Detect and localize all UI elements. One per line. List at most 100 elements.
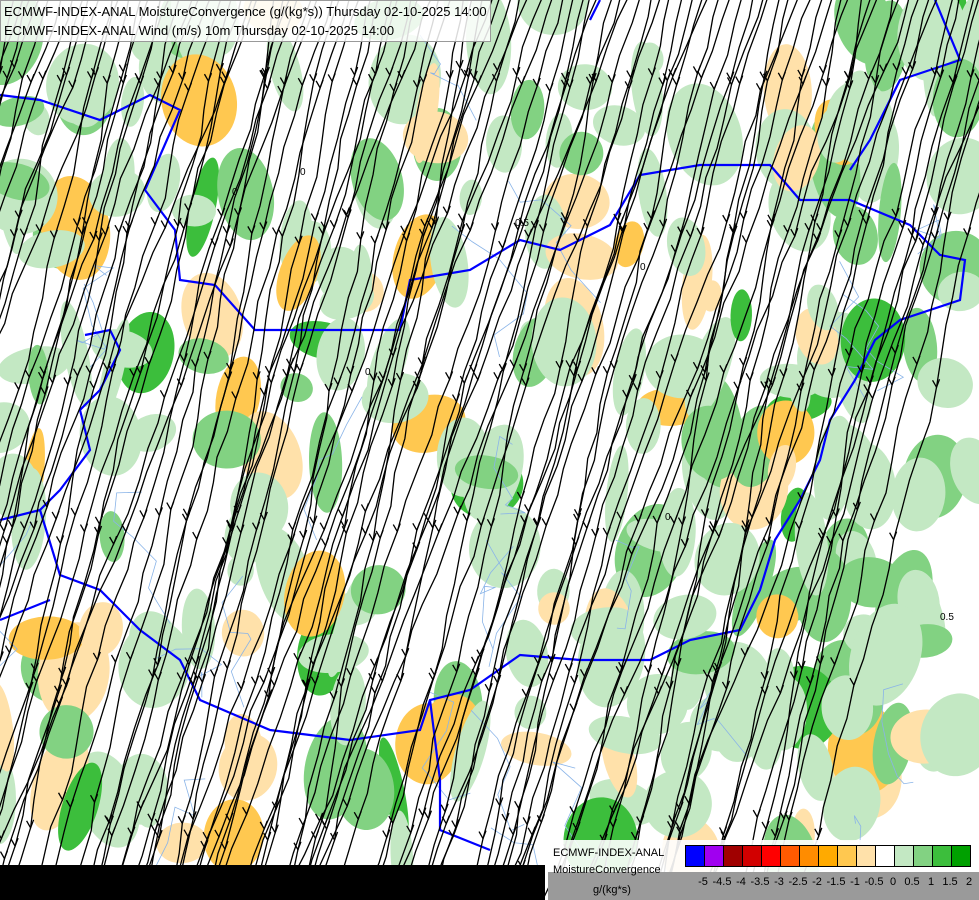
streamline-arrow — [573, 512, 582, 523]
river — [76, 283, 108, 350]
streamline-arrow — [107, 363, 117, 374]
streamline-arrow — [360, 525, 370, 536]
streamline-arrow — [90, 66, 100, 77]
streamline-arrow — [949, 75, 958, 86]
streamline-arrow — [815, 655, 825, 666]
streamline-arrow — [125, 650, 135, 661]
streamline — [0, 0, 199, 619]
streamline-arrow — [124, 219, 134, 230]
streamline-arrow — [233, 504, 242, 515]
streamline-arrow — [94, 232, 103, 242]
streamline-arrow — [735, 75, 744, 86]
streamline-arrow — [784, 811, 793, 822]
legend-swatch — [838, 846, 857, 866]
streamline-arrow — [844, 347, 854, 358]
convergence-patch — [849, 603, 923, 706]
convergence-patch — [837, 557, 905, 608]
streamline — [0, 0, 161, 618]
streamline-arrow — [79, 523, 89, 534]
streamline-arrow — [569, 805, 578, 815]
streamline-arrow — [452, 663, 461, 674]
streamline-arrow — [733, 380, 742, 391]
streamline-arrow — [153, 77, 162, 87]
streamline-arrow — [89, 230, 98, 241]
streamline-arrow — [147, 812, 156, 823]
streamline-arrow — [618, 221, 627, 232]
streamline-arrow — [110, 653, 120, 664]
streamline-arrow — [160, 219, 169, 230]
streamline-arrow — [14, 381, 23, 391]
streamline — [392, 0, 708, 900]
streamline-arrow — [266, 374, 275, 385]
contour-label: 0 — [665, 512, 671, 523]
streamline-arrow — [755, 82, 765, 92]
streamline-arrow — [324, 382, 333, 393]
streamline-arrow — [628, 373, 637, 384]
streamline-arrow — [626, 69, 635, 80]
river — [303, 396, 363, 541]
streamline-arrow — [491, 72, 501, 83]
streamline-arrow — [721, 680, 731, 691]
streamline-arrow — [726, 71, 735, 82]
streamline-arrow — [388, 814, 397, 825]
streamline-arrow — [154, 507, 163, 517]
convergence-patch — [822, 766, 881, 842]
streamline-arrow — [812, 232, 822, 243]
streamline-arrow — [760, 380, 769, 390]
streamline-arrow — [370, 684, 379, 695]
streamline — [624, 0, 823, 886]
streamline-arrow — [55, 535, 65, 545]
river — [479, 546, 514, 650]
streamline — [251, 0, 464, 900]
streamline-arrow — [139, 509, 148, 519]
streamline-arrow — [314, 812, 324, 823]
streamline-arrow — [653, 685, 663, 696]
streamline-arrow — [17, 70, 27, 80]
streamline — [137, 0, 360, 899]
streamline-arrow — [453, 505, 462, 516]
streamline-arrow — [368, 532, 377, 543]
streamline-arrow — [484, 682, 493, 693]
streamline-arrow — [858, 208, 867, 219]
river — [421, 691, 471, 801]
title-box: ECMWF-INDEX-ANAL MoistureConvergence (g/… — [0, 0, 491, 42]
streamline — [374, 0, 590, 891]
streamline — [95, 0, 312, 890]
streamline-arrow — [179, 353, 188, 363]
streamline-arrow — [360, 503, 370, 513]
river — [493, 435, 526, 515]
streamline — [0, 0, 298, 881]
streamline — [494, 0, 764, 891]
streamline-arrow — [310, 212, 319, 223]
streamline-arrow — [821, 77, 831, 88]
streamline-arrow — [685, 228, 695, 239]
streamline-arrow — [646, 210, 655, 221]
streamline-arrow — [838, 532, 847, 543]
streamline-arrow — [680, 537, 689, 548]
streamline — [705, 0, 979, 884]
streamline-arrow — [560, 78, 570, 89]
streamline — [283, 0, 564, 885]
streamline-arrow — [0, 850, 9, 861]
streamline-arrow — [830, 656, 839, 666]
streamline — [307, 0, 621, 890]
streamline-arrow — [135, 364, 144, 375]
streamline-arrow — [72, 217, 81, 228]
streamline-arrow — [294, 235, 303, 246]
streamline-arrow — [102, 74, 111, 85]
streamline-arrow — [869, 512, 879, 523]
river — [0, 521, 32, 667]
streamline-arrow — [270, 824, 279, 835]
streamline-arrow — [767, 376, 776, 387]
streamline-arrow — [77, 226, 86, 236]
streamline-arrow — [32, 673, 41, 683]
convergence-patch — [330, 665, 366, 746]
streamline-arrow — [478, 830, 487, 841]
streamline-arrow — [48, 374, 57, 385]
streamline-arrow — [445, 371, 454, 381]
streamline-arrow — [536, 814, 545, 824]
streamline-arrow — [150, 216, 159, 226]
streamline-arrow — [191, 655, 200, 666]
streamline-arrow — [498, 362, 507, 373]
